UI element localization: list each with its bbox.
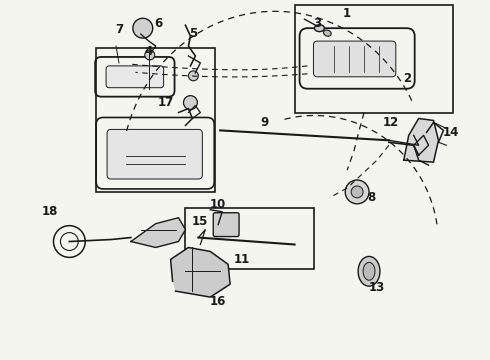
Text: 2: 2	[403, 72, 411, 85]
Text: 17: 17	[157, 96, 174, 109]
Circle shape	[345, 180, 369, 204]
Ellipse shape	[315, 25, 324, 32]
Ellipse shape	[323, 30, 331, 36]
Text: 18: 18	[41, 205, 58, 218]
Ellipse shape	[358, 256, 380, 286]
Circle shape	[145, 50, 155, 60]
Text: 8: 8	[367, 192, 375, 204]
FancyBboxPatch shape	[314, 41, 396, 77]
Text: 9: 9	[261, 116, 269, 129]
Polygon shape	[171, 247, 230, 297]
Text: 7: 7	[115, 23, 123, 36]
Ellipse shape	[363, 262, 375, 280]
Bar	[185, 208, 315, 269]
Text: 6: 6	[154, 17, 163, 30]
FancyBboxPatch shape	[213, 213, 239, 237]
Text: 1: 1	[343, 7, 351, 20]
Circle shape	[133, 18, 153, 38]
Text: 4: 4	[145, 45, 153, 58]
FancyBboxPatch shape	[106, 66, 164, 88]
Bar	[96, 48, 215, 192]
Text: 16: 16	[210, 294, 226, 307]
Text: 12: 12	[383, 116, 399, 129]
FancyBboxPatch shape	[107, 129, 202, 179]
Bar	[294, 5, 453, 113]
Circle shape	[189, 71, 198, 81]
Circle shape	[351, 186, 363, 198]
Text: 11: 11	[234, 253, 250, 266]
Text: 3: 3	[314, 17, 321, 30]
Text: 5: 5	[189, 27, 197, 40]
Text: 14: 14	[442, 126, 459, 139]
Circle shape	[183, 96, 197, 109]
Polygon shape	[404, 118, 439, 162]
Text: 10: 10	[210, 198, 226, 211]
Text: 13: 13	[369, 281, 385, 294]
Polygon shape	[131, 218, 185, 247]
Text: 15: 15	[192, 215, 209, 228]
